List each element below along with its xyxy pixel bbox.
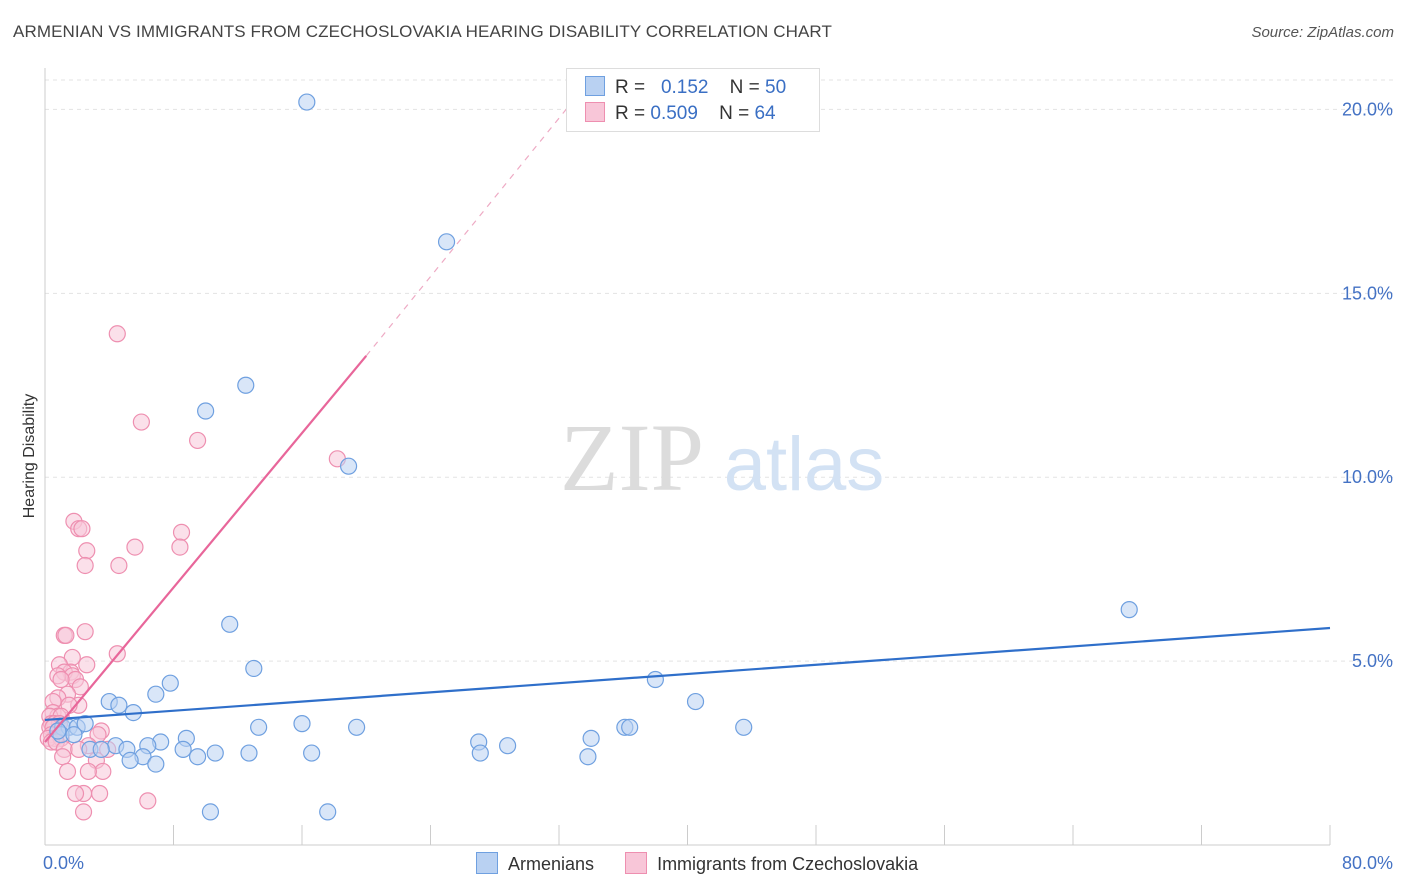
legend-n-value: 64 <box>754 103 776 124</box>
axes <box>44 68 1331 846</box>
armenian-point <box>348 718 366 736</box>
armenian-point <box>471 744 489 762</box>
czechoslovakia-point <box>74 803 93 821</box>
armenian-point <box>319 803 337 821</box>
armenian-point <box>147 755 165 773</box>
watermark-atlas: atlas <box>724 422 885 507</box>
czechoslovakia-point <box>76 623 94 641</box>
czechoslovakia-point <box>94 762 112 781</box>
armenian-point <box>147 685 165 703</box>
czechoslovakia-point <box>188 431 207 450</box>
armenian-point <box>49 722 67 740</box>
watermark-zip: ZIP <box>560 404 704 511</box>
czechoslovakia-point <box>76 556 94 575</box>
legend-n-label: N = <box>719 103 750 124</box>
armenian-point <box>201 803 220 821</box>
stats-legend: R = 0.152 N = 50 R = 0.509 N = 64 <box>566 68 820 132</box>
legend-r-label: R = <box>615 77 646 98</box>
armenian-point <box>76 715 94 733</box>
legend-swatch-armenians <box>585 76 605 96</box>
tick-labels: 5.0% 10.0% 15.0% 20.0% 0.0% 80.0% <box>43 99 1393 873</box>
armenian-point <box>646 670 664 689</box>
czechoslovakia-point <box>172 523 191 541</box>
czechoslovakia-point <box>57 626 75 644</box>
legend-swatch-czechoslovakia <box>625 852 648 874</box>
y-tick-label: 15.0% <box>1342 283 1393 303</box>
armenian-point <box>686 692 705 711</box>
legend-n-value: 50 <box>765 77 787 98</box>
czechoslovakia-point <box>79 762 97 781</box>
czechoslovakia-point <box>54 748 72 766</box>
armenian-point <box>65 726 83 744</box>
armenian-point <box>188 748 207 766</box>
armenian-point <box>121 751 139 770</box>
czechoslovakia-point <box>110 556 128 575</box>
armenian-point <box>110 696 128 714</box>
czechoslovakia-point <box>139 792 157 810</box>
x-tick-label: 80.0% <box>1342 853 1393 873</box>
armenian-point <box>206 744 224 762</box>
czechoslovakia-point <box>171 538 189 556</box>
legend-label-armenians: Armenians <box>508 854 595 874</box>
czechoslovakia-point <box>108 325 126 343</box>
x-tick-label: 0.0% <box>43 853 84 873</box>
legend-label-czechoslovakia: Immigrants from Czechoslovakia <box>657 854 919 874</box>
armenian-point <box>197 402 215 420</box>
legend-r-value: 0.152 <box>660 77 709 98</box>
armenian-point <box>92 740 110 758</box>
armenian-point <box>1120 601 1138 619</box>
armenian-point <box>499 737 517 755</box>
czechoslovakia-point <box>78 656 96 674</box>
legend-n-label: N = <box>729 77 760 98</box>
czechoslovakia-trend-extension <box>365 98 576 357</box>
y-tick-label: 20.0% <box>1342 99 1393 119</box>
grid-lines <box>45 79 1395 662</box>
armenian-point <box>437 233 456 251</box>
watermark: ZIP atlas <box>560 404 884 511</box>
czechoslovakia-point <box>78 542 96 560</box>
legend-swatch-armenians <box>476 852 498 874</box>
legend-row-czechoslovakia: R = 0.509 N = 64 <box>585 102 776 126</box>
legend-r-label: R = <box>615 103 646 124</box>
legend-swatch-czechoslovakia <box>585 102 605 122</box>
armenian-point <box>250 718 268 736</box>
czechoslovakia-point <box>132 413 150 431</box>
armenian-point <box>161 674 179 692</box>
armenian-point <box>735 718 753 736</box>
legend-item-czechoslovakia: Immigrants from Czechoslovakia <box>625 852 918 875</box>
series-legend: Armenians Immigrants from Czechoslovakia <box>476 852 944 875</box>
trend-lines <box>44 98 1331 743</box>
chart-title: ARMENIAN VS IMMIGRANTS FROM CZECHOSLOVAK… <box>13 22 832 41</box>
armenians-trend-line <box>44 626 1331 722</box>
legend-row-armenians: R = 0.152 N = 50 <box>585 76 786 100</box>
czechoslovakia-point <box>91 784 109 803</box>
armenian-point <box>303 744 321 762</box>
czechoslovakia-point <box>126 538 144 556</box>
czechoslovakia-point <box>73 520 91 538</box>
czechoslovakia-point <box>66 784 85 803</box>
armenian-point <box>579 748 597 766</box>
armenian-point <box>221 615 239 633</box>
czechoslovakia-point <box>58 762 77 781</box>
y-axis-label: Hearing Disability <box>21 394 38 519</box>
y-tick-label: 5.0% <box>1352 651 1393 671</box>
armenian-point <box>298 93 316 111</box>
czechoslovakia-point <box>52 670 70 689</box>
czechoslovakia-trend-line <box>44 355 368 743</box>
armenian-point <box>174 740 192 758</box>
y-tick-label: 10.0% <box>1342 467 1393 487</box>
armenian-point <box>582 729 600 747</box>
legend-r-value: 0.509 <box>650 103 698 124</box>
armenian-point <box>237 376 255 394</box>
armenian-point <box>240 744 258 762</box>
armenian-point <box>339 457 358 475</box>
czechoslovakia-point <box>71 678 89 696</box>
armenian-point <box>245 659 263 678</box>
source-credit: Source: ZipAtlas.com <box>1251 24 1394 41</box>
armenian-point <box>293 715 311 733</box>
armenian-point <box>621 718 639 736</box>
legend-item-armenians: Armenians <box>476 852 594 875</box>
series-armenians-points <box>49 93 1138 821</box>
